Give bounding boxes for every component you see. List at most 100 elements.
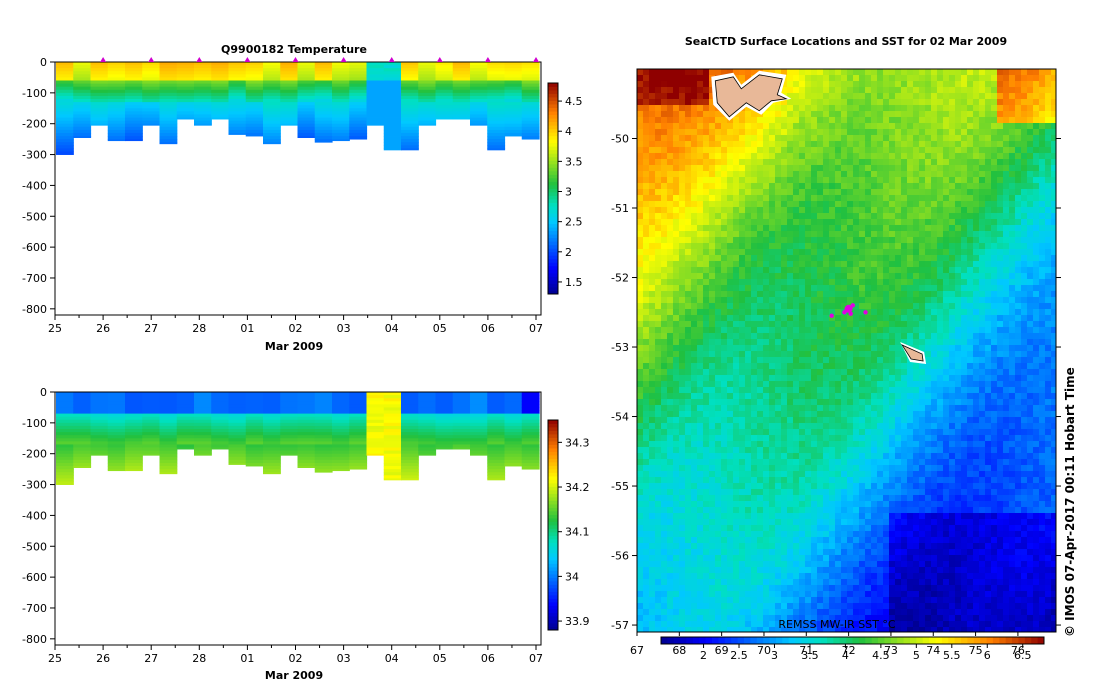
section-cell [90, 416, 109, 421]
salinity-x-label: Mar 2009 [265, 669, 323, 682]
section-cell [487, 111, 506, 115]
sst-cell [895, 207, 902, 214]
sst-cell [865, 345, 872, 352]
section-cell [228, 114, 247, 118]
colorbar-swatch [548, 132, 558, 137]
sst-cell [709, 243, 716, 250]
section-cell [90, 92, 109, 97]
sst-cell [1051, 303, 1056, 310]
sst-cell [841, 195, 848, 202]
section-cell [245, 444, 264, 448]
sst-cell [667, 195, 674, 202]
sst-cell [973, 105, 980, 112]
sst-cell [913, 309, 920, 316]
sst-cell [781, 351, 788, 358]
sst-cell [775, 279, 782, 286]
sst-cell [973, 231, 980, 238]
sst-cell [787, 213, 794, 220]
sst-cell [637, 291, 644, 298]
sst-cell [949, 213, 956, 220]
section-cell [194, 441, 212, 445]
sst-cell [763, 117, 770, 124]
sst-cell [661, 159, 668, 166]
section-cell [73, 447, 92, 452]
section-cell [470, 441, 488, 445]
sst-cell [889, 321, 896, 328]
sst-cell [787, 177, 794, 184]
sst-cell [979, 195, 986, 202]
sst-cell [739, 273, 746, 280]
sst-cell [979, 243, 986, 250]
sst-cell [889, 297, 896, 304]
sst-cell [1009, 207, 1016, 214]
sst-cell [805, 261, 812, 268]
sst-cell [655, 189, 662, 196]
section-cell [245, 92, 264, 97]
sst-cell [991, 249, 998, 256]
section-cell [56, 129, 74, 134]
sst-cell [853, 99, 860, 106]
sst-cell [1051, 231, 1056, 238]
sst-cell [715, 201, 722, 208]
section-cell [107, 129, 126, 134]
colorbar-swatch [548, 574, 558, 578]
section-cell [383, 74, 402, 78]
sst-cell [859, 171, 866, 178]
sst-cell [829, 345, 836, 352]
sst-cell [907, 213, 914, 220]
sst-cell [871, 243, 878, 250]
sst-cell [853, 195, 860, 202]
sst-cell [679, 147, 686, 154]
section-cell [280, 68, 299, 72]
sst-cell [901, 225, 908, 232]
section-cell [504, 117, 523, 122]
sst-cell [667, 243, 674, 250]
sst-cell [799, 225, 806, 232]
sst-cell [733, 333, 740, 340]
sst-cell [871, 87, 878, 94]
sst-cell [859, 327, 866, 334]
colorbar-tick-label: 3.5 [565, 155, 583, 168]
sst-cell [919, 339, 926, 346]
sst-cell [1009, 249, 1016, 256]
section-cell [73, 68, 92, 72]
sst-cell [937, 243, 944, 250]
sst-cell [775, 219, 782, 226]
sst-cell [811, 117, 818, 124]
section-cell [107, 132, 126, 137]
sst-cell [913, 315, 920, 322]
sst-cell [877, 309, 884, 316]
section-cell [159, 398, 178, 402]
sst-cell [661, 303, 668, 310]
sst-cell [793, 273, 800, 280]
sst-cell [823, 99, 830, 106]
sst-cell [991, 87, 998, 94]
sst-cell [937, 255, 944, 262]
sst-cell [805, 327, 812, 334]
section-cell [504, 108, 523, 112]
sst-cell [1039, 279, 1046, 286]
sst-cell [799, 129, 806, 136]
section-cell [56, 142, 74, 146]
section-cell [107, 422, 126, 427]
section-cell [383, 126, 402, 131]
sst-cell [805, 99, 812, 106]
section-cell [125, 105, 143, 109]
sst-cell [817, 267, 824, 274]
sst-cell [955, 189, 962, 196]
section-cell [176, 432, 195, 436]
sst-cell [685, 165, 692, 172]
sst-cell [817, 141, 824, 148]
section-cell [521, 74, 540, 78]
sst-cell [703, 123, 710, 130]
sst-cell [943, 237, 950, 244]
sst-cell [961, 183, 968, 190]
section-cell [349, 444, 368, 448]
section-cell [332, 136, 350, 140]
section-cell [521, 120, 540, 125]
sst-cell [799, 345, 806, 352]
sst-cell [895, 315, 902, 322]
sst-cell [763, 183, 770, 190]
sst-cell [787, 75, 794, 82]
sst-cell [1039, 225, 1046, 232]
